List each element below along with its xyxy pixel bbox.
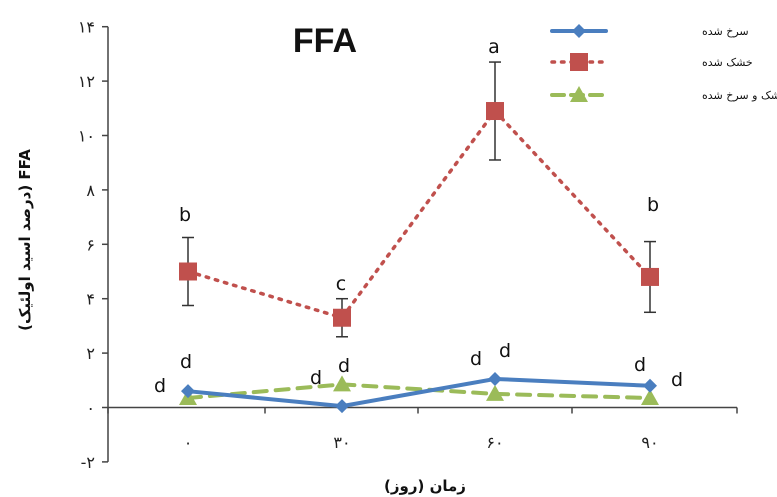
series-square bbox=[179, 61, 659, 338]
significance-letter: b bbox=[647, 194, 659, 216]
series-line bbox=[186, 109, 652, 320]
significance-letter: d bbox=[634, 354, 646, 376]
data-point-square bbox=[486, 102, 504, 121]
chart-title: FFA bbox=[293, 22, 357, 60]
significance-letter: a bbox=[488, 36, 500, 58]
significance-letter: d bbox=[470, 348, 482, 370]
data-point-square bbox=[570, 53, 588, 71]
y-axis-label: FFA (درصد اسید اولئیک) bbox=[16, 149, 34, 331]
data-point-diamond bbox=[488, 371, 502, 386]
data-point-triangle bbox=[486, 384, 504, 401]
series-triangle bbox=[179, 375, 659, 405]
significance-letter: d bbox=[180, 351, 192, 373]
significance-letter: d bbox=[671, 369, 683, 391]
y-tick-label: ۱۰ bbox=[78, 127, 95, 146]
data-point-diamond bbox=[335, 399, 349, 414]
data-point-triangle bbox=[333, 375, 351, 392]
data-point-square bbox=[333, 308, 351, 327]
significance-letter: b bbox=[179, 204, 191, 226]
significance-letter: c bbox=[336, 273, 346, 295]
x-tick-label: ۰ bbox=[184, 433, 193, 452]
data-point-square bbox=[179, 262, 197, 281]
series-line bbox=[186, 376, 652, 409]
data-point-triangle bbox=[641, 388, 659, 405]
y-tick-label: ۱۲ bbox=[78, 72, 95, 91]
y-tick-label: ۱۴ bbox=[78, 18, 95, 37]
significance-letter: d bbox=[154, 375, 166, 397]
significance-letter: d bbox=[338, 355, 350, 377]
series-line bbox=[186, 382, 652, 400]
legend-label: سرخ شده bbox=[702, 25, 749, 38]
legend: سرخ شده خشک شده خشک و سرخ شده bbox=[550, 24, 777, 102]
axes: -۲ ۰ ۲ ۴ ۶ ۸ ۱۰ ۱۲ ۱۴ ۰ ۳۰ ۶۰ ۹۰ bbox=[78, 18, 738, 472]
y-tick-label: ۶ bbox=[86, 235, 95, 254]
y-tick-label: ۸ bbox=[86, 181, 95, 200]
y-tick-label: ۰ bbox=[86, 399, 95, 418]
data-point-square bbox=[641, 267, 659, 286]
y-tick-label: ۲ bbox=[86, 344, 95, 363]
data-point-triangle bbox=[570, 86, 588, 102]
x-tick-label: ۳۰ bbox=[333, 433, 350, 452]
significance-letter: d bbox=[310, 367, 322, 389]
x-tick-label: ۶۰ bbox=[486, 433, 503, 452]
data-point-diamond bbox=[572, 24, 586, 38]
significance-letter: d bbox=[499, 340, 511, 362]
legend-label: خشک و سرخ شده bbox=[702, 89, 777, 102]
legend-label: خشک شده bbox=[702, 56, 753, 69]
y-tick-label: -۲ bbox=[81, 453, 95, 472]
series-diamond bbox=[181, 371, 657, 414]
y-tick-label: ۴ bbox=[86, 290, 95, 309]
data-point-diamond bbox=[643, 378, 657, 393]
x-axis-label: زمان (روز) bbox=[384, 477, 466, 495]
data-point-diamond bbox=[181, 384, 195, 399]
x-tick-label: ۹۰ bbox=[641, 433, 658, 452]
